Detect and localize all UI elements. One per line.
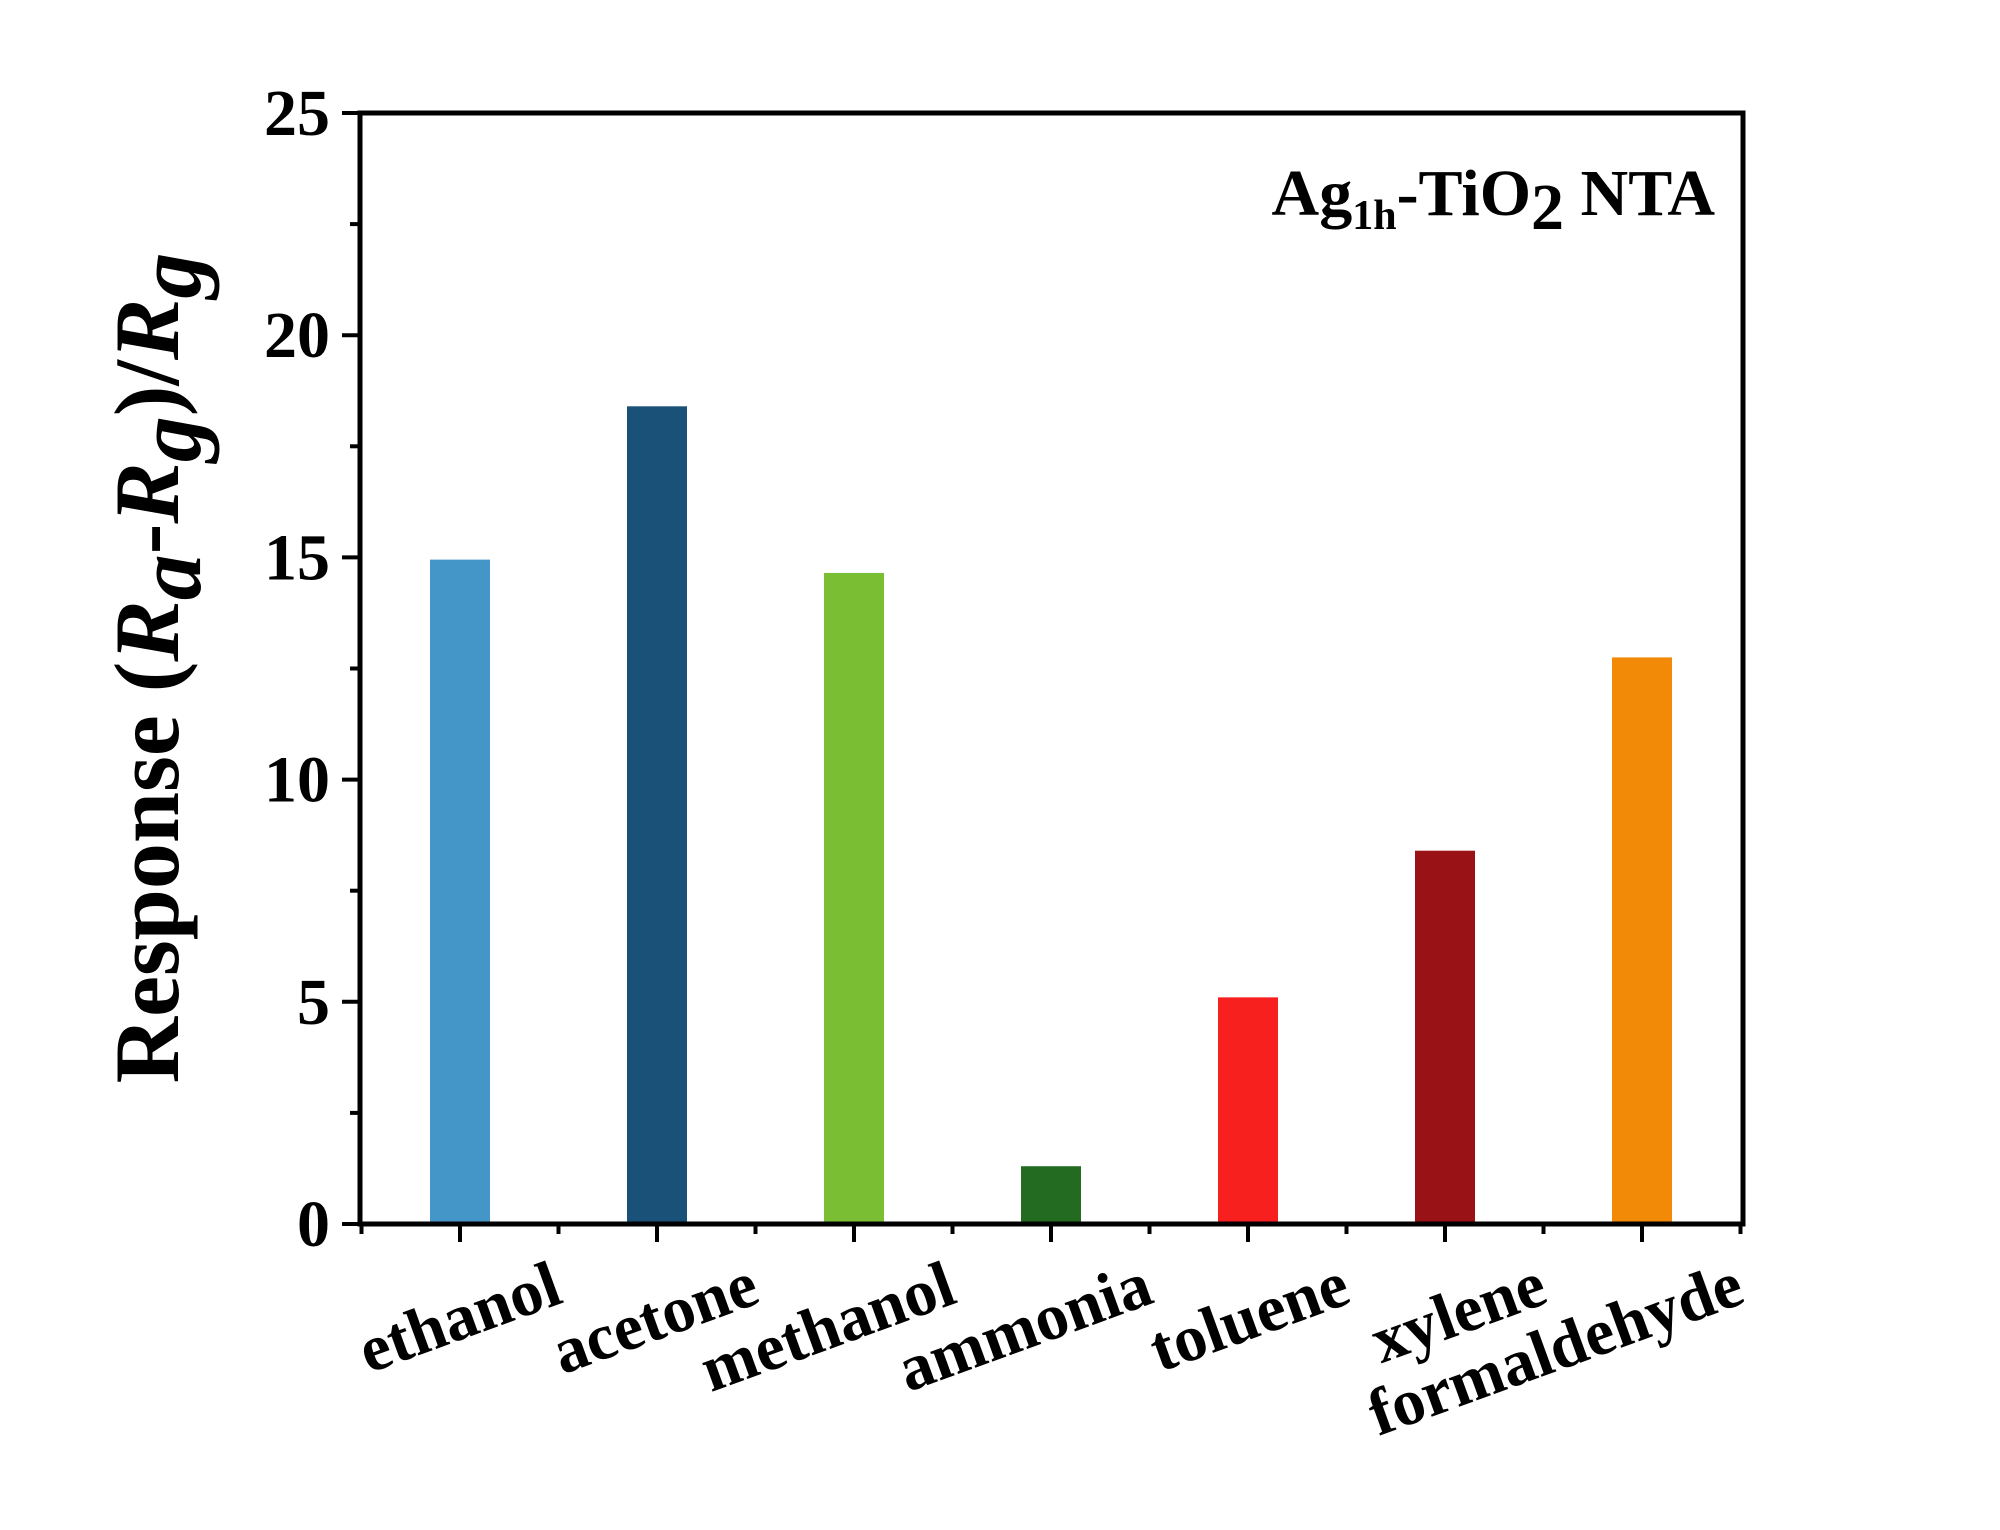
ylabel-r1: R <box>96 600 198 662</box>
y-tick-label: 10 <box>264 744 330 817</box>
bar-formaldehyde <box>1612 657 1672 1224</box>
annotation-part1: Ag <box>1272 157 1353 230</box>
x-tick-label-ethanol: ethanol <box>349 1247 570 1387</box>
annotation-part2: -TiO <box>1397 157 1531 230</box>
ticks-group: 0 5 10 15 20 25 <box>264 77 1743 1261</box>
ylabel-prefix: Response ( <box>96 662 198 1084</box>
annotation-sub2: 2 <box>1531 171 1564 244</box>
ylabel-sub1: a <box>118 554 220 600</box>
bar-methanol <box>824 572 884 1224</box>
y-axis-title: Response (Ra-Rg)/Rg <box>96 253 220 1084</box>
y-tick-label: 25 <box>264 77 330 150</box>
ylabel-dash: - <box>96 524 198 555</box>
y-tick-label: 0 <box>297 1188 330 1261</box>
ylabel-r2: R <box>96 462 198 524</box>
bars-group <box>430 406 1672 1225</box>
ylabel-sub3: g <box>118 253 220 301</box>
ylabel-mid: )/ <box>96 359 198 417</box>
bar-ethanol <box>430 559 490 1224</box>
bar-acetone <box>627 406 687 1225</box>
annotation: Ag1h-TiO2 NTA <box>1272 157 1716 244</box>
bar-toluene <box>1218 997 1278 1224</box>
plot-frame <box>357 110 1746 1227</box>
annotation-part3: NTA <box>1564 157 1715 230</box>
y-tick-label: 5 <box>297 966 330 1039</box>
ylabel-sub2: g <box>118 416 220 464</box>
annotation-sub1: 1h <box>1352 193 1396 239</box>
y-tick-label: 20 <box>264 299 330 372</box>
bar-ammonia <box>1021 1166 1081 1224</box>
bar-xylene <box>1415 850 1475 1224</box>
ylabel-r3: R <box>96 299 198 361</box>
x-tick-label-toluene: toluene <box>1140 1247 1358 1386</box>
y-tick-label: 15 <box>264 521 330 594</box>
